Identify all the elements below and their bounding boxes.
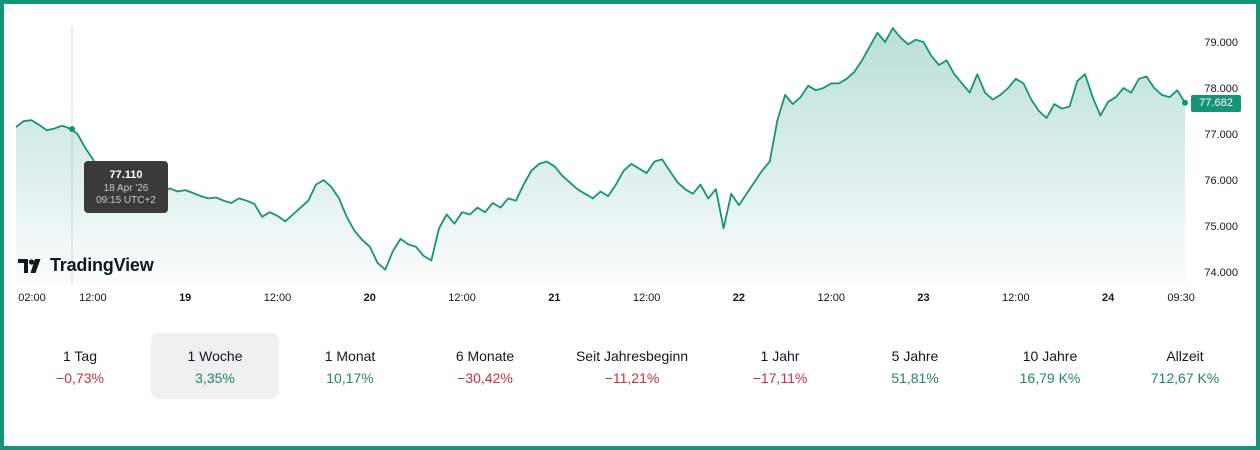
period-label: 5 Jahre xyxy=(891,348,939,364)
period-10-years[interactable]: 10 Jahre 16,79 K% xyxy=(986,333,1114,399)
x-tick-label: 12:00 xyxy=(817,292,845,304)
y-tick-label: 75.000 xyxy=(1204,221,1238,233)
period-label: 1 Woche xyxy=(187,348,243,364)
crosshair-tooltip: 77.110 18 Apr '26 09:15 UTC+2 xyxy=(84,161,168,213)
x-tick-label: 12:00 xyxy=(1002,292,1030,304)
y-tick-label: 79.000 xyxy=(1204,37,1238,49)
x-tick-label: 22 xyxy=(733,292,745,304)
period-change: 10,17% xyxy=(326,370,374,386)
y-tick-label: 74.000 xyxy=(1204,267,1238,279)
period-change: −0,73% xyxy=(56,370,104,386)
period-change: −11,21% xyxy=(604,370,660,386)
y-axis: 74.000 75.000 76.000 77.000 78.000 79.000 xyxy=(1204,37,1238,279)
y-tick-label: 76.000 xyxy=(1204,175,1238,187)
x-tick-label: 12:00 xyxy=(79,292,107,304)
hover-point xyxy=(69,126,75,132)
x-tick-label: 21 xyxy=(548,292,560,304)
price-series-line xyxy=(15,27,1186,271)
period-label: 10 Jahre xyxy=(1022,348,1078,364)
period-label: 1 Tag xyxy=(63,348,97,364)
period-change: 712,67 K% xyxy=(1150,370,1220,386)
period-1-month[interactable]: 1 Monat 10,17% xyxy=(286,333,414,399)
tooltip-date: 18 Apr '26 xyxy=(103,183,149,194)
x-tick-label: 24 xyxy=(1102,292,1115,304)
x-tick-label: 12:00 xyxy=(264,292,292,304)
tooltip-value: 77.110 xyxy=(109,169,143,181)
period-label: Allzeit xyxy=(1166,348,1204,364)
y-tick-label: 77.000 xyxy=(1204,129,1238,141)
last-price-label: 77.682 xyxy=(1191,95,1241,112)
last-price-point xyxy=(1182,99,1188,106)
x-tick-label: 12:00 xyxy=(448,292,476,304)
period-6-months[interactable]: 6 Monate −30,42% xyxy=(421,333,549,399)
period-ytd[interactable]: Seit Jahresbeginn −11,21% xyxy=(568,333,696,399)
period-label: Seit Jahresbeginn xyxy=(575,348,689,364)
x-tick-label: 23 xyxy=(917,292,929,304)
period-label: 6 Monate xyxy=(455,348,515,364)
period-change: −17,11% xyxy=(752,370,808,386)
period-selector: 1 Tag −0,73% 1 Woche 3,35% 1 Monat 10,17… xyxy=(10,333,1250,399)
tradingview-logo-icon xyxy=(18,258,41,273)
x-axis: 02:00 12:00 19 12:00 20 12:00 21 12:00 22 12:00 23… xyxy=(18,292,1195,304)
period-change: 16,79 K% xyxy=(1019,370,1081,386)
tradingview-logo-text: TradingView xyxy=(50,255,154,275)
x-tick-label: 12:00 xyxy=(633,292,661,304)
period-1-year[interactable]: 1 Jahr −17,11% xyxy=(716,333,844,399)
period-change: 3,35% xyxy=(195,370,235,386)
tradingview-logo[interactable]: TradingView xyxy=(18,255,154,276)
period-change: −30,42% xyxy=(457,370,513,386)
tooltip-time: 09:15 UTC+2 xyxy=(96,195,156,206)
period-all-time[interactable]: Allzeit 712,67 K% xyxy=(1121,333,1249,399)
y-tick-label: 78.000 xyxy=(1204,83,1238,95)
period-1-week[interactable]: 1 Woche 3,35% xyxy=(151,333,279,399)
x-tick-label: 20 xyxy=(364,292,376,304)
x-tick-label: 02:00 xyxy=(18,292,46,304)
x-tick-label: 19 xyxy=(179,292,191,304)
period-label: 1 Jahr xyxy=(760,348,800,364)
period-label: 1 Monat xyxy=(324,348,376,364)
x-tick-label: 09:30 xyxy=(1167,292,1195,304)
period-5-years[interactable]: 5 Jahre 51,81% xyxy=(851,333,979,399)
period-1-day[interactable]: 1 Tag −0,73% xyxy=(16,333,144,399)
period-change: 51,81% xyxy=(891,370,939,386)
price-area-fill xyxy=(16,28,1185,285)
